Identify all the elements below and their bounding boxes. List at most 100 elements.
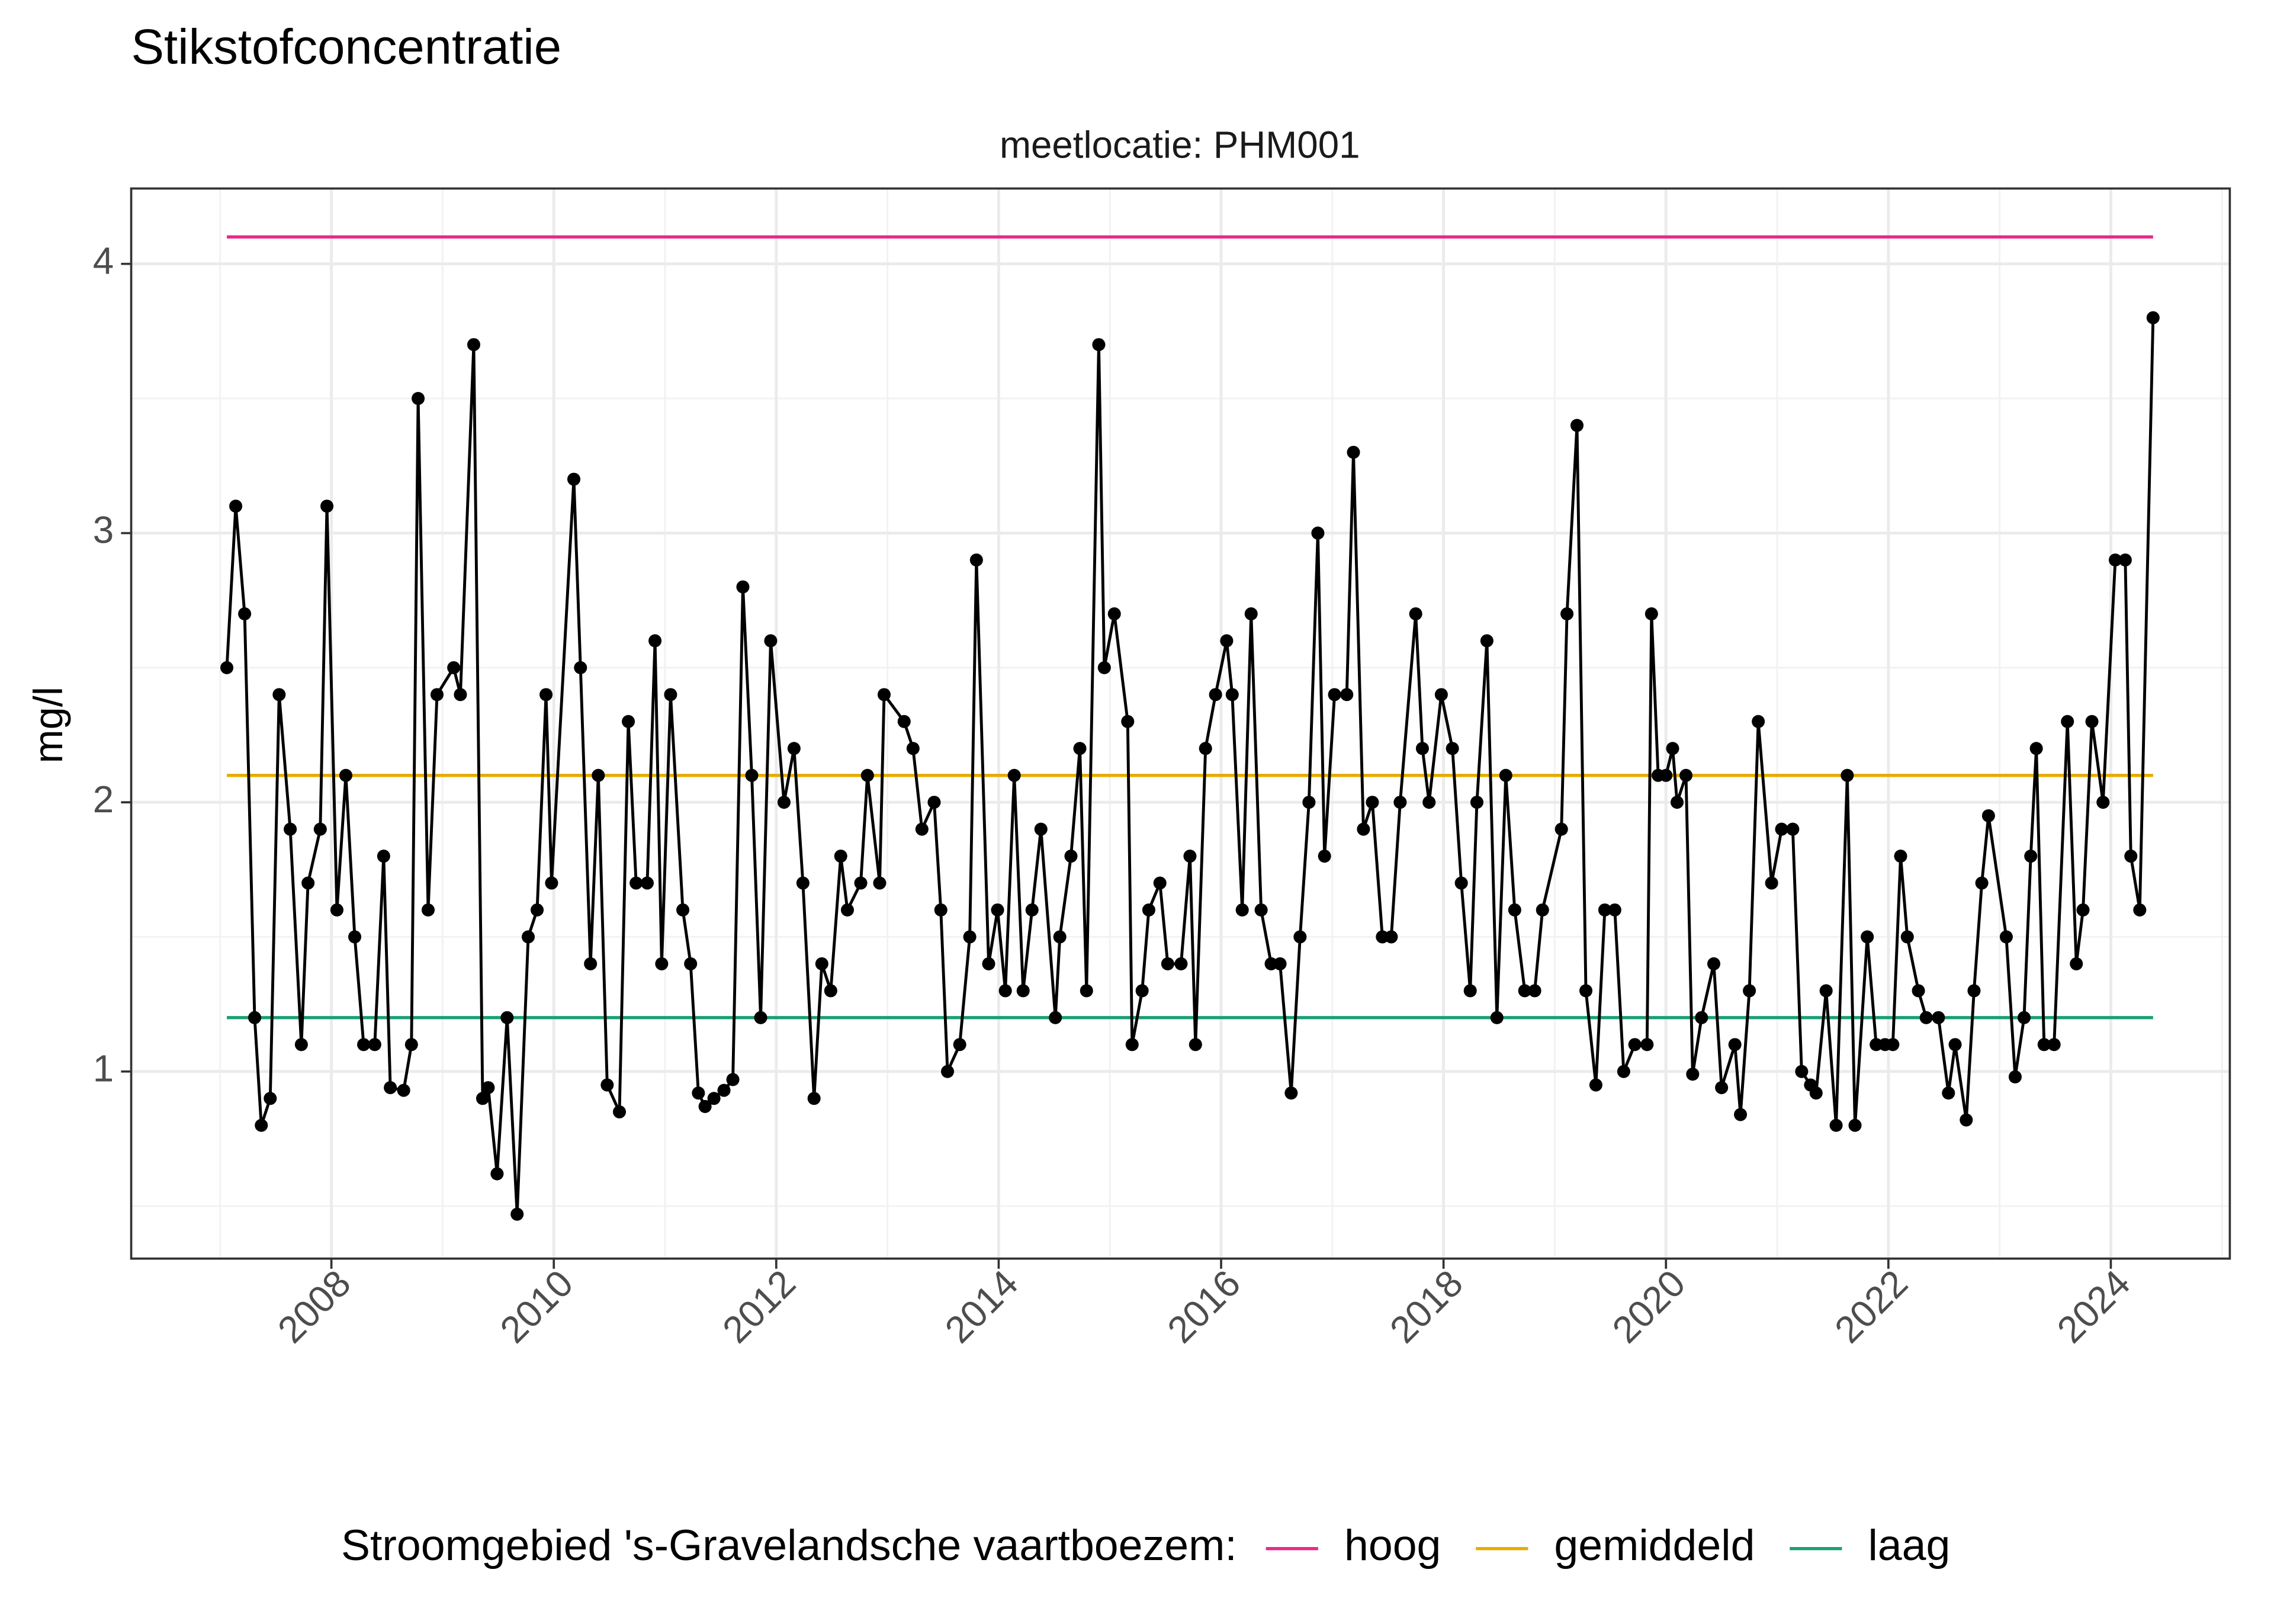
chart-subtitle: meetlocatie: PHM001 <box>1000 124 1360 166</box>
data-point <box>301 876 315 890</box>
legend: Stroomgebied 's-Gravelandsche vaartboeze… <box>341 1520 1950 1570</box>
x-tick-label: 2012 <box>715 1262 804 1351</box>
data-point <box>1579 984 1593 998</box>
data-point <box>584 957 598 970</box>
data-point <box>2017 1011 2031 1024</box>
data-point <box>1628 1038 1642 1051</box>
data-point <box>1829 1118 1843 1132</box>
y-tick-label: 3 <box>93 509 114 551</box>
data-point <box>1064 850 1078 863</box>
data-point <box>877 688 891 702</box>
data-point <box>941 1065 955 1078</box>
data-point <box>1570 419 1584 432</box>
data-point <box>1092 338 1106 352</box>
data-point <box>1912 984 1925 998</box>
data-point <box>1097 661 1111 674</box>
data-point <box>1366 796 1379 809</box>
x-tick-label: 2018 <box>1382 1262 1471 1351</box>
x-tick-label: 2008 <box>270 1262 359 1351</box>
legend-item: hoog <box>1266 1520 1441 1570</box>
data-point <box>1183 850 1197 863</box>
legend-label: hoog <box>1344 1520 1441 1570</box>
data-point <box>1608 903 1621 917</box>
data-point <box>1053 930 1067 944</box>
data-point <box>915 822 929 836</box>
data-point <box>1942 1086 1955 1100</box>
data-point <box>963 930 977 944</box>
data-point <box>1073 742 1087 755</box>
data-point <box>272 688 286 702</box>
data-point <box>1025 903 1039 917</box>
data-point <box>640 876 654 890</box>
data-point <box>1415 742 1429 755</box>
data-point <box>824 984 837 998</box>
data-point <box>1480 634 1493 648</box>
data-point <box>384 1081 397 1095</box>
y-axis-label: mg/l <box>25 687 71 764</box>
data-point <box>692 1086 705 1100</box>
data-point <box>1752 715 1765 728</box>
data-point <box>1422 796 1436 809</box>
data-point <box>510 1207 524 1221</box>
data-point <box>600 1078 614 1092</box>
data-point <box>1786 822 1800 836</box>
data-point <box>1302 796 1316 809</box>
data-point <box>1434 688 1448 702</box>
data-point <box>840 903 855 917</box>
data-point <box>2146 311 2160 324</box>
data-point <box>467 338 481 352</box>
data-point <box>521 930 535 944</box>
data-point <box>2070 957 2083 970</box>
data-point <box>676 903 690 917</box>
data-point <box>500 1011 514 1024</box>
data-point <box>698 1099 712 1113</box>
data-point <box>284 822 297 836</box>
data-point <box>1554 822 1568 836</box>
data-point <box>592 768 605 782</box>
data-point <box>574 661 587 674</box>
data-point <box>2124 850 2138 863</box>
data-point <box>1209 688 1222 702</box>
data-point <box>1470 796 1483 809</box>
data-point <box>1284 1086 1298 1100</box>
data-point <box>2029 742 2043 755</box>
data-point <box>320 499 334 513</box>
data-point <box>1328 688 1341 702</box>
data-point <box>1948 1038 1962 1051</box>
data-point <box>1034 822 1048 836</box>
data-point <box>490 1167 504 1181</box>
data-point <box>834 850 847 863</box>
data-point <box>1125 1038 1139 1051</box>
data-point <box>229 499 243 513</box>
data-point <box>1049 1011 1062 1024</box>
data-point <box>906 742 920 755</box>
data-point <box>1809 1086 1823 1100</box>
data-point <box>1107 607 1121 620</box>
data-point <box>998 984 1012 998</box>
data-point <box>648 634 662 648</box>
x-tick-label: 2020 <box>1604 1262 1693 1351</box>
y-tick-label: 2 <box>93 779 114 821</box>
data-point <box>1357 822 1370 836</box>
y-tick-label: 1 <box>93 1048 114 1090</box>
data-point <box>969 553 983 567</box>
data-point <box>1679 768 1693 782</box>
data-point <box>1463 984 1477 998</box>
data-point <box>454 688 467 702</box>
data-point <box>2118 553 2132 567</box>
data-point <box>796 876 810 890</box>
data-point <box>726 1073 740 1086</box>
data-point <box>1919 1011 1933 1024</box>
y-tick-label: 4 <box>93 240 114 282</box>
data-point <box>1174 957 1188 970</box>
data-point <box>481 1081 495 1095</box>
data-point <box>1819 984 1833 998</box>
data-point <box>1235 903 1249 917</box>
x-tick-label: 2010 <box>492 1262 581 1351</box>
x-tick-label: 2014 <box>937 1262 1026 1351</box>
data-point <box>815 957 828 970</box>
data-point <box>539 688 553 702</box>
data-point <box>787 742 801 755</box>
data-point <box>1686 1067 1700 1081</box>
